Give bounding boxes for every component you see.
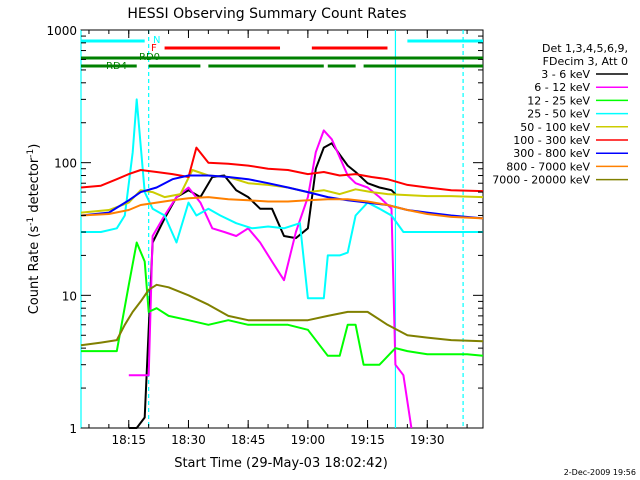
series-line-8 (80, 283, 484, 347)
legend-label-4: 50 - 100 keV (520, 121, 590, 134)
series-line-6 (80, 174, 484, 220)
flag-label-n: N (153, 35, 160, 46)
legend-label-0: 3 - 6 keV (541, 68, 590, 81)
legend-label-2: 12 - 25 keV (527, 94, 590, 107)
y-tick-label-1: 10 (62, 289, 77, 303)
attenuator-lines (80, 30, 464, 428)
legend-label-3: 25 - 50 keV (527, 108, 590, 121)
y-tick-label-3: 1000 (46, 24, 77, 38)
legend-label-5: 100 - 300 keV (513, 134, 590, 147)
chart-title: HESSI Observing Summary Count Rates (127, 6, 406, 22)
axis-ticks: 18:15 18:30 18:45 19:00 19:15 19:30 1 10 100 1000 (46, 24, 483, 447)
x-tick-label-4: 19:15 (350, 433, 385, 447)
x-tick-label-2: 18:45 (231, 433, 266, 447)
series-line-3 (81, 98, 483, 300)
state-flags (81, 39, 483, 68)
data-series (80, 98, 484, 429)
legend-label-8: 7000 - 20000 keV (492, 174, 590, 187)
series-line-1 (128, 129, 413, 429)
series-line-5 (80, 146, 484, 193)
y-axis-label: Count Rate (s-1 detector-1) (26, 144, 42, 315)
legend-label-1: 6 - 12 keV (534, 81, 590, 94)
y-tick-label-2: 100 (54, 157, 77, 171)
x-axis-label: Start Time (29-May-03 18:02:42) (174, 456, 388, 471)
series-line-4 (80, 169, 484, 214)
legend-label-7: 800 - 7000 keV (506, 160, 590, 173)
series-line-7 (80, 196, 484, 220)
legend-header-line2: FDecim 3, Att 0 (543, 55, 628, 68)
flag-label-rd4: RD4 (106, 61, 127, 72)
plot-timestamp: 2-Dec-2009 19:56 (564, 468, 636, 477)
legend-label-6: 300 - 800 keV (513, 147, 590, 160)
series-line-0 (128, 142, 397, 429)
series-line-2 (81, 241, 484, 366)
x-tick-label-5: 19:30 (410, 433, 445, 447)
x-tick-label-3: 19:00 (291, 433, 326, 447)
flag-label-rd0: RD0 (139, 52, 160, 63)
flag-label-f: F (151, 43, 157, 54)
y-tick-label-0: 1 (69, 422, 77, 436)
x-tick-label-0: 18:15 (111, 433, 146, 447)
x-tick-label-1: 18:30 (171, 433, 206, 447)
legend-header-line1: Det 1,3,4,5,6,9, (542, 42, 628, 55)
